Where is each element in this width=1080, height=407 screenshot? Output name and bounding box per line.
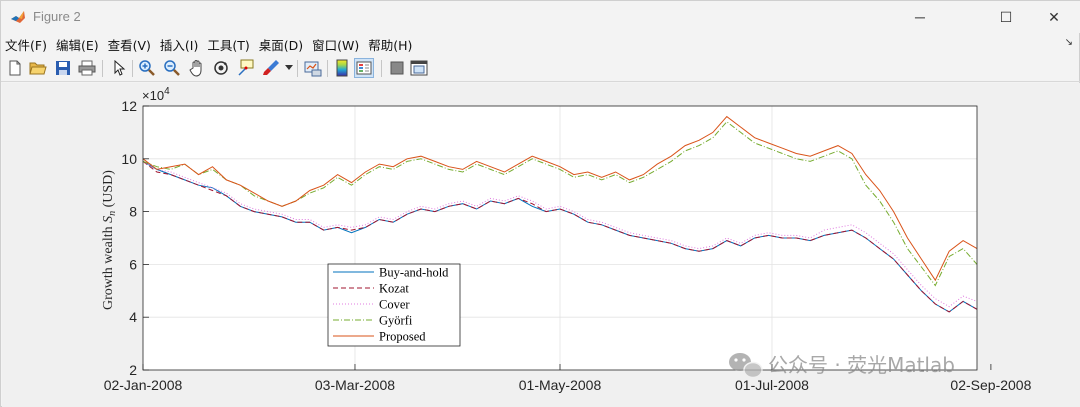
menu-file[interactable]: 文件(F) — [5, 37, 47, 53]
figure-toolbar — [1, 55, 1080, 82]
legend-box — [327, 263, 461, 347]
window-title: Figure 2 — [33, 9, 81, 24]
print-icon[interactable] — [77, 58, 97, 78]
pointer-icon[interactable] — [109, 58, 129, 78]
matlab-logo-icon — [11, 11, 25, 23]
maximize-icon: ☐ — [999, 8, 1013, 25]
line-chart[interactable]: 2 4 6 8 10 12 02-Jan-2008 03-Mar-2008 01-May-200… — [2, 83, 1080, 407]
brush-icon[interactable] — [261, 58, 281, 78]
series-line-proposed[interactable] — [142, 115, 978, 282]
y-tick-label: 2 — [129, 362, 137, 378]
minimize-icon: ─ — [915, 9, 925, 25]
y-exponent-label: ×104 — [142, 86, 170, 103]
figure-canvas: 2 4 6 8 10 12 02-Jan-2008 03-Mar-2008 01-May-200… — [2, 83, 1080, 407]
title-bar[interactable]: Figure 2 ─ ☐ ✕ — [1, 1, 1080, 33]
y-axis-label: Growth wealth Sn (USD) — [101, 170, 118, 310]
menu-tools[interactable]: 工具(T) — [207, 37, 250, 53]
x-tick-label: 01-May-2008 — [519, 377, 602, 393]
series-layer — [142, 115, 978, 313]
save-icon[interactable] — [53, 58, 73, 78]
menu-bar: 文件(F) 编辑(E) 查看(V) 插入(I) 工具(T) 桌面(D) 窗口(W… — [1, 33, 1080, 55]
series-line-cover[interactable] — [142, 160, 978, 308]
menu-window[interactable]: 窗口(W) — [312, 37, 360, 53]
toolbar-separator — [132, 60, 133, 77]
colorbar-icon[interactable] — [332, 58, 352, 78]
legend-icon[interactable] — [354, 58, 374, 78]
hide-plot-tools-icon[interactable] — [387, 58, 407, 78]
series-line-kozat[interactable] — [142, 161, 978, 313]
legend-label: Györfi — [379, 314, 413, 328]
legend-label: Kozat — [379, 282, 409, 296]
toolbar-separator — [102, 60, 103, 77]
show-plot-tools-icon[interactable] — [409, 58, 429, 78]
y-tick-label: 10 — [121, 151, 137, 167]
close-icon: ✕ — [1048, 8, 1060, 25]
legend[interactable]: Buy-and-hold Kozat Cover Györfi Proposed — [327, 263, 461, 347]
y-tick-label: 8 — [129, 204, 137, 220]
minimize-button[interactable]: ─ — [897, 1, 943, 33]
zoom-out-icon[interactable] — [162, 58, 182, 78]
menu-view[interactable]: 查看(V) — [107, 37, 151, 53]
wechat-icon — [729, 353, 763, 379]
menu-desktop[interactable]: 桌面(D) — [258, 37, 304, 53]
toolbar-separator — [297, 60, 298, 77]
y-tick-label: 4 — [129, 309, 137, 325]
toolbar-separator — [327, 60, 328, 77]
rotate-3d-icon[interactable] — [211, 58, 231, 78]
data-cursor-icon[interactable] — [236, 58, 256, 78]
brush-dropdown-icon[interactable] — [284, 58, 294, 78]
legend-label: Proposed — [379, 330, 426, 344]
y-tick-label: 12 — [121, 98, 137, 114]
menu-insert[interactable]: 插入(I) — [159, 37, 199, 53]
menu-help[interactable]: 帮助(H) — [368, 37, 413, 53]
y-tick-label: 6 — [129, 256, 137, 272]
pan-hand-icon[interactable] — [187, 58, 207, 78]
x-tick-label: 02-Sep-2008 — [950, 377, 1031, 393]
legend-label: Buy-and-hold — [379, 266, 449, 280]
x-tick-label: 01-Jul-2008 — [735, 377, 809, 393]
menu-edit[interactable]: 编辑(E) — [55, 37, 99, 53]
new-figure-icon[interactable] — [5, 58, 25, 78]
axis-ticks: 2 4 6 8 10 12 02-Jan-2008 03-Mar-2008 01-May-200… — [104, 98, 1032, 393]
close-button[interactable]: ✕ — [1031, 1, 1077, 33]
zoom-in-icon[interactable] — [137, 58, 157, 78]
x-tick-label: 03-Mar-2008 — [315, 377, 395, 393]
watermark: 公众号 · 荧光Matlab — [729, 353, 955, 379]
link-plot-icon[interactable] — [303, 58, 323, 78]
x-tick-label: 02-Jan-2008 — [104, 377, 183, 393]
legend-label: Cover — [379, 298, 410, 312]
open-folder-icon[interactable] — [28, 58, 48, 78]
dock-arrow-icon[interactable]: ↘ — [1064, 37, 1073, 48]
toolbar-separator — [381, 60, 382, 77]
watermark-text: 公众号 · 荧光Matlab — [768, 353, 955, 377]
maximize-button[interactable]: ☐ — [983, 1, 1029, 33]
